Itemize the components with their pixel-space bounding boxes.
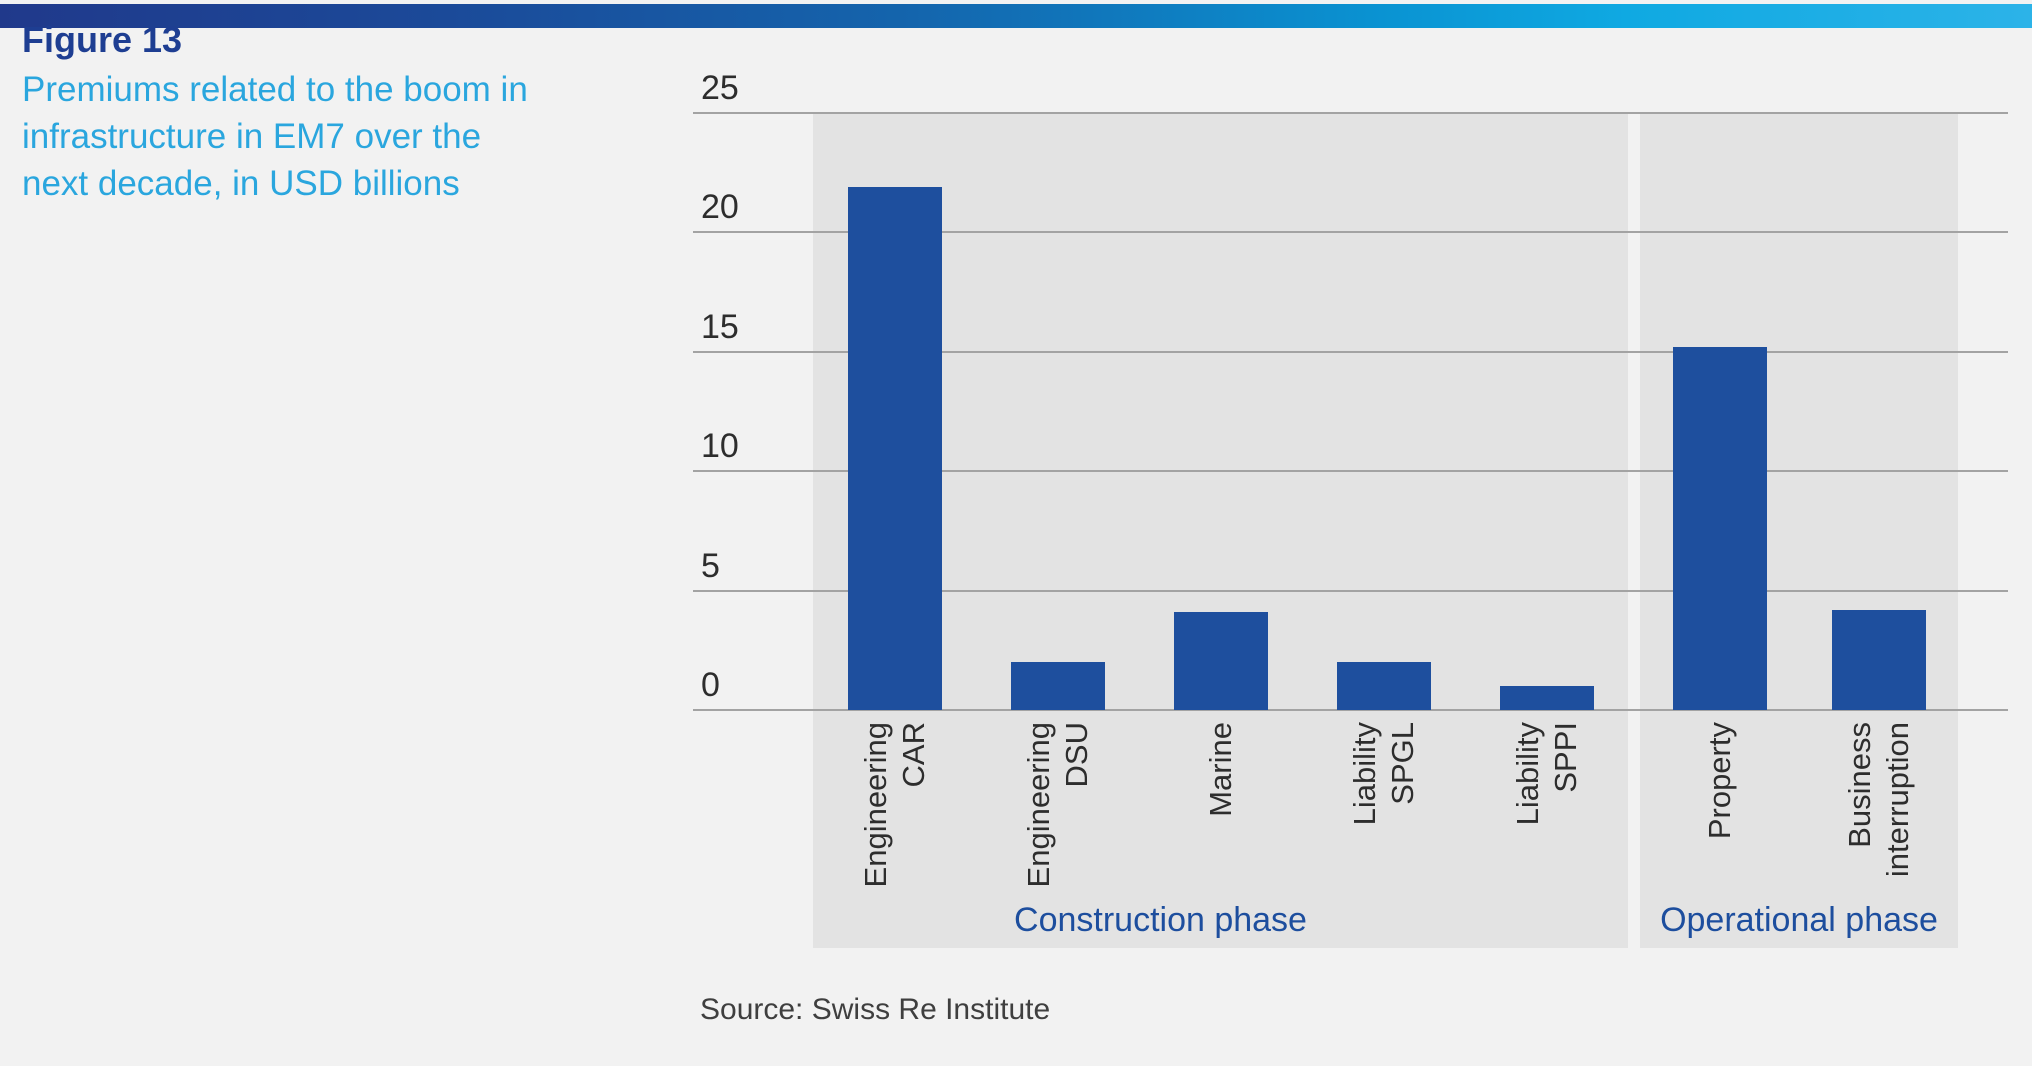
gridline-0 <box>693 709 2008 711</box>
y-tick-label: 10 <box>701 427 739 465</box>
source-note: Source: Swiss Re Institute <box>700 993 1051 1026</box>
figure-title-line: Premiums related to the boom in <box>22 70 528 109</box>
figure-title: Premiums related to the boom in infrastr… <box>22 66 582 207</box>
figure-title-block: Figure 13 Premiums related to the boom i… <box>22 16 582 207</box>
bar-business-interruption <box>1832 610 1926 710</box>
gridline-15 <box>693 351 2008 353</box>
plot-area: 0 5 10 15 20 25 Engineering CAR Engineering DSU Ma… <box>693 70 2008 948</box>
bar-property <box>1673 347 1767 710</box>
gridline-10 <box>693 470 2008 472</box>
y-tick-label: 0 <box>701 666 720 704</box>
bar-liability-spgl <box>1337 662 1431 710</box>
y-tick-label: 20 <box>701 188 739 226</box>
gridline-20 <box>693 231 2008 233</box>
group-panel-construction-phase <box>813 113 1628 948</box>
bar-chart: 0 5 10 15 20 25 Engineering CAR Engineering DSU Ma… <box>693 70 2008 948</box>
gridline-5 <box>693 590 2008 592</box>
bar-liability-sppi <box>1500 686 1594 710</box>
y-tick-label: 15 <box>701 308 739 346</box>
group-label-construction-phase: Construction phase <box>1014 901 1307 939</box>
y-tick-label: 25 <box>701 69 739 107</box>
figure-label: Figure 13 <box>22 19 183 60</box>
group-label-operational-phase: Operational phase <box>1660 901 1938 939</box>
figure-title-line: infrastructure in EM7 over the <box>22 117 482 156</box>
gridline-25 <box>693 112 2008 114</box>
y-tick-label: 5 <box>701 547 720 585</box>
top-accent-bar <box>0 4 2032 28</box>
bar-marine <box>1174 612 1268 710</box>
figure-title-line: next decade, in USD billions <box>22 164 460 203</box>
bar-engineering-dsu <box>1011 662 1105 710</box>
bar-engineering-car <box>848 187 942 710</box>
